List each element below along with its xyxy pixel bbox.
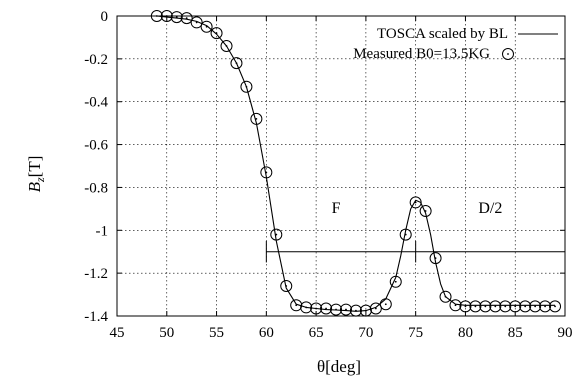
data-point-dot: [255, 118, 257, 120]
data-point-dot: [435, 257, 437, 259]
y-axis-title-main: B: [25, 181, 44, 192]
data-point-dot: [524, 305, 526, 307]
data-point-measured: [281, 281, 292, 292]
data-point-dot: [484, 305, 486, 307]
x-tick-label: 60: [259, 325, 274, 341]
data-point-dot: [375, 308, 377, 310]
data-point-dot: [534, 305, 536, 307]
y-tick-label: -0.8: [84, 180, 108, 196]
data-point-dot: [206, 26, 208, 28]
data-point-dot: [226, 45, 228, 47]
y-tick-label: -1: [96, 223, 109, 239]
data-point-measured: [171, 12, 182, 23]
x-tick-label: 45: [110, 325, 125, 341]
legend-label-measured: Measured B0=13.5KG: [353, 46, 490, 62]
data-point-dot: [494, 305, 496, 307]
grid: [117, 16, 565, 316]
data-point-dot: [285, 285, 287, 287]
x-tick-label: 65: [309, 325, 324, 341]
data-point-measured: [340, 304, 351, 315]
data-point-measured: [480, 301, 491, 312]
x-tick-label: 50: [159, 325, 174, 341]
label-D2: D/2: [478, 200, 502, 217]
data-point-measured: [470, 301, 481, 312]
data-point-measured: [530, 301, 541, 312]
plot-frame: [117, 16, 565, 316]
data-point-measured: [440, 291, 451, 302]
data-point-dot: [315, 308, 317, 310]
data-point-dot: [196, 22, 198, 24]
data-point-measured: [201, 21, 212, 32]
data-point-measured: [191, 17, 202, 28]
data-point-measured: [510, 301, 521, 312]
data-point-dot: [475, 305, 477, 307]
data-point-measured: [520, 301, 531, 312]
data-point-measured: [490, 301, 501, 312]
y-tick-label: -0.6: [84, 138, 108, 154]
x-tick-label: 75: [408, 325, 423, 341]
data-point-measured: [550, 301, 561, 312]
data-point-measured: [181, 13, 192, 24]
legend-label-tosca: TOSCA scaled by BL: [377, 26, 508, 42]
data-point-dot: [425, 210, 427, 212]
x-tick-label: 90: [558, 325, 572, 341]
y-tick-label: -0.4: [84, 95, 108, 111]
legend-marker-measured-dot: [507, 53, 509, 55]
data-point-dot: [265, 172, 267, 174]
data-point-dot: [385, 303, 387, 305]
data-point-measured: [540, 301, 551, 312]
data-point-dot: [465, 305, 467, 307]
data-point-dot: [186, 17, 188, 19]
data-point-dot: [236, 62, 238, 64]
y-tick-label: -0.2: [84, 52, 108, 68]
data-point-dot: [246, 86, 248, 88]
data-point-measured: [450, 300, 461, 311]
data-point-dot: [295, 304, 297, 306]
data-point-dot: [554, 305, 556, 307]
y-axis-title: Bz[T]: [25, 156, 47, 193]
data-point-measured: [500, 301, 511, 312]
y-tick-label: -1.4: [84, 309, 108, 325]
label-F: F: [332, 200, 341, 217]
data-point-dot: [335, 309, 337, 311]
data-point-dot: [445, 296, 447, 298]
data-point-dot: [395, 281, 397, 283]
data-point-measured: [241, 81, 252, 92]
data-point-measured: [460, 301, 471, 312]
data-point-dot: [345, 309, 347, 311]
data-point-dot: [275, 234, 277, 236]
x-tick-label: 80: [458, 325, 473, 341]
data-point-dot: [355, 310, 357, 312]
data-point-dot: [325, 308, 327, 310]
data-point-measured: [321, 303, 332, 314]
data-point-dot: [216, 32, 218, 34]
y-tick-label: 0: [101, 9, 109, 25]
data-point-dot: [504, 305, 506, 307]
x-tick-label: 55: [209, 325, 224, 341]
data-point-measured: [231, 58, 242, 69]
x-tick-label: 85: [508, 325, 523, 341]
legend: TOSCA scaled by BL Measured B0=13.5KG: [353, 26, 558, 62]
data-point-dot: [415, 202, 417, 204]
x-tick-label: 70: [358, 325, 373, 341]
data-point-measured: [380, 299, 391, 310]
data-point-measured: [221, 41, 232, 52]
data-point-dot: [514, 305, 516, 307]
data-point-dot: [405, 234, 407, 236]
x-axis-title: θ[deg]: [317, 357, 361, 376]
data-point-dot: [455, 304, 457, 306]
y-axis-title-unit: [T]: [25, 156, 44, 178]
data-point-dot: [544, 305, 546, 307]
y-tick-label: -1.2: [84, 266, 108, 282]
data-point-dot: [305, 307, 307, 309]
